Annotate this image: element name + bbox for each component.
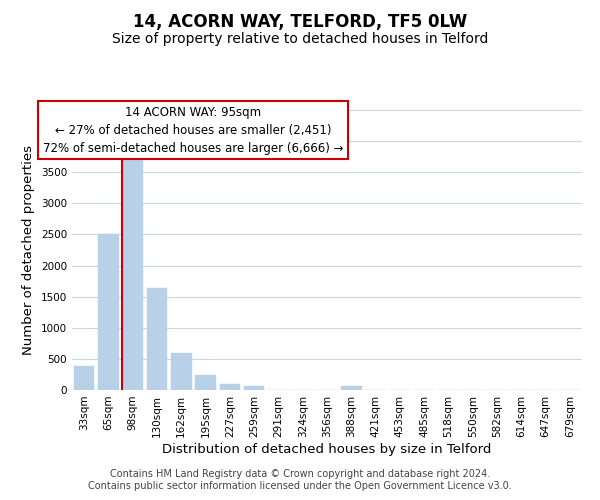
Y-axis label: Number of detached properties: Number of detached properties [22,145,35,355]
Text: Contains public sector information licensed under the Open Government Licence v3: Contains public sector information licen… [88,481,512,491]
Bar [195,375,216,390]
Text: Contains HM Land Registry data © Crown copyright and database right 2024.: Contains HM Land Registry data © Crown c… [110,469,490,479]
Bar [244,386,265,390]
Bar [122,156,143,390]
X-axis label: Distribution of detached houses by size in Telford: Distribution of detached houses by size … [163,442,491,456]
Text: 14, ACORN WAY, TELFORD, TF5 0LW: 14, ACORN WAY, TELFORD, TF5 0LW [133,12,467,30]
Bar [98,234,119,390]
Bar [341,386,362,390]
Text: 14 ACORN WAY: 95sqm
← 27% of detached houses are smaller (2,451)
72% of semi-det: 14 ACORN WAY: 95sqm ← 27% of detached ho… [43,106,344,154]
Bar [74,366,94,390]
Bar [220,384,240,390]
Bar [171,352,191,390]
Text: Size of property relative to detached houses in Telford: Size of property relative to detached ho… [112,32,488,46]
Bar [146,288,167,390]
